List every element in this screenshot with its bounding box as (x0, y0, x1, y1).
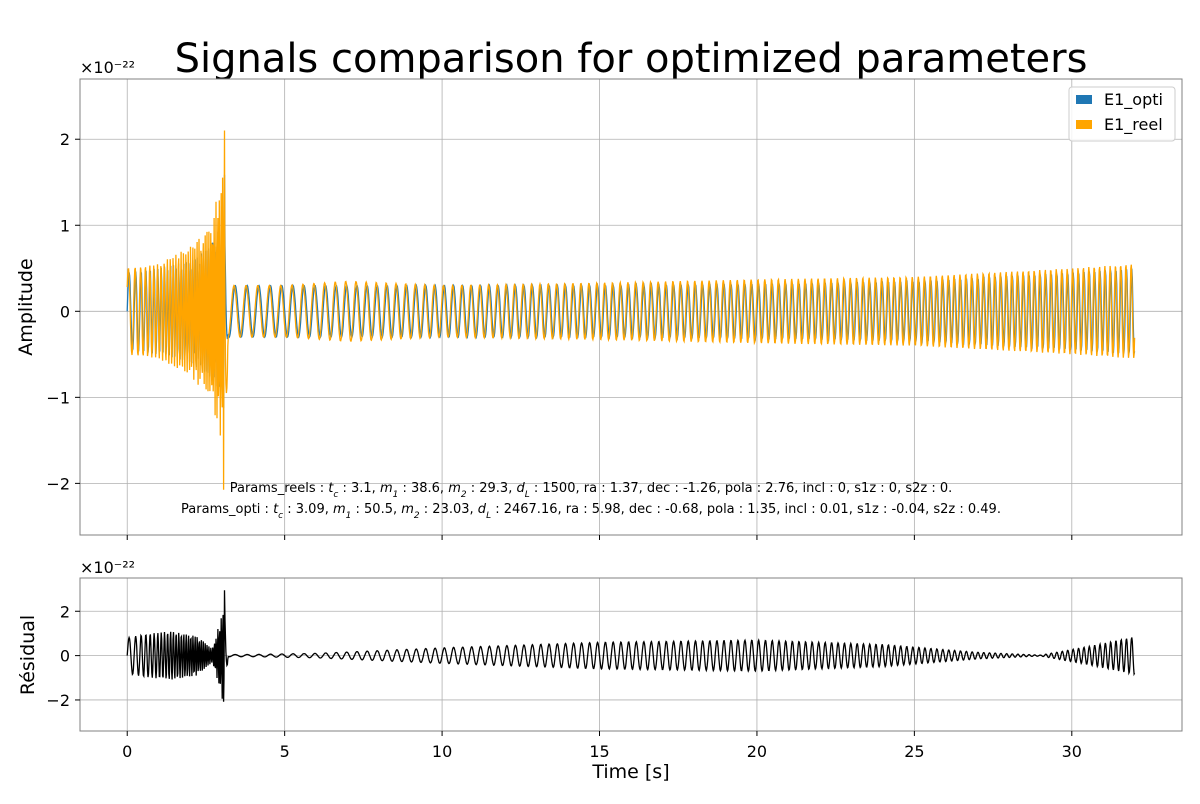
x-tick: 20 (747, 731, 767, 761)
chart-title: Signals comparison for optimized paramet… (175, 36, 1088, 82)
amplitude-ticks: −2 −1 0 1 2 (46, 130, 1073, 540)
annotation-params-opti: Params_opti : tc : 3.09, m1 : 50.5, m2 :… (181, 502, 1001, 521)
x-tick: 10 (432, 731, 452, 761)
legend-swatch-e1-opti (1076, 95, 1092, 104)
x-tick-label: 5 (280, 742, 290, 761)
residual-frame (79, 577, 1183, 732)
x-tick-label: 15 (589, 742, 609, 761)
legend-label-e1-opti: E1_opti (1104, 90, 1163, 110)
amplitude-frame (79, 78, 1183, 536)
y-tick-label: 2 (60, 130, 70, 149)
legend-label-e1-reel: E1_reel (1104, 115, 1163, 135)
y-tick: 1 (60, 216, 80, 235)
x-tick-label: 20 (747, 742, 767, 761)
y-tick-label: −2 (46, 474, 70, 493)
x-tick: 15 (589, 731, 610, 761)
y-tick: 2 (60, 130, 80, 149)
annotation-params-reels: Params_reels : tc : 3.1, m1 : 38.6, m2 :… (230, 481, 953, 500)
y-tick: 0 (60, 647, 80, 666)
series-line-residual (126, 590, 1136, 702)
y-tick: −2 (46, 691, 80, 710)
x-tick-label: 0 (122, 742, 132, 761)
legend-box (1068, 86, 1176, 142)
y-tick-label: 0 (60, 647, 70, 666)
legend-swatch-e1-reel (1076, 120, 1092, 129)
x-tick-label: 25 (904, 742, 924, 761)
x-tick: 0 (122, 731, 132, 761)
residual-panel: 0 5 10 15 20 25 30 −2 0 2 ×10⁻²² Résidual Time [s… (17, 558, 1183, 783)
x-tick-label: 10 (432, 742, 452, 761)
amplitude-offset-text: ×10⁻²² (80, 58, 135, 77)
legend: E1_opti E1_reel (1068, 86, 1176, 142)
amplitude-series-group (126, 130, 1136, 490)
series-line-e1-reel (126, 130, 1136, 490)
residual-series-group (126, 590, 1136, 702)
residual-ticks: 0 5 10 15 20 25 30 −2 0 2 (46, 602, 1082, 761)
y-tick-label: 2 (60, 602, 70, 621)
y-tick-label: −1 (46, 388, 70, 407)
y-tick: −2 (46, 474, 80, 493)
x-tick: 30 (1062, 731, 1082, 761)
x-tick: 25 (904, 731, 925, 761)
y-tick: 0 (60, 302, 80, 321)
residual-x-label: Time [s] (591, 761, 669, 783)
y-tick: 2 (60, 602, 80, 621)
x-tick-label: 30 (1062, 742, 1082, 761)
y-tick-label: 1 (60, 216, 70, 235)
amplitude-plot-area (80, 79, 1182, 535)
y-tick-label: −2 (46, 691, 70, 710)
amplitude-panel: −2 −1 0 1 2 ×10⁻²² Amplitude E1_opti E1_reel… (15, 58, 1183, 540)
y-tick: −1 (46, 388, 80, 407)
x-tick: 5 (280, 731, 290, 761)
amplitude-y-label: Amplitude (15, 258, 37, 355)
y-tick-label: 0 (60, 302, 70, 321)
residual-offset-text: ×10⁻²² (80, 558, 135, 577)
residual-y-label: Résidual (17, 615, 39, 695)
